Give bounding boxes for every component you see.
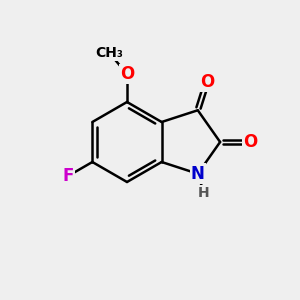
Text: O: O <box>243 133 257 151</box>
Text: N: N <box>191 165 205 183</box>
Text: F: F <box>62 167 74 185</box>
Text: CH₃: CH₃ <box>95 46 123 60</box>
Text: H: H <box>198 186 210 200</box>
Text: O: O <box>120 65 134 83</box>
Text: O: O <box>200 73 214 91</box>
